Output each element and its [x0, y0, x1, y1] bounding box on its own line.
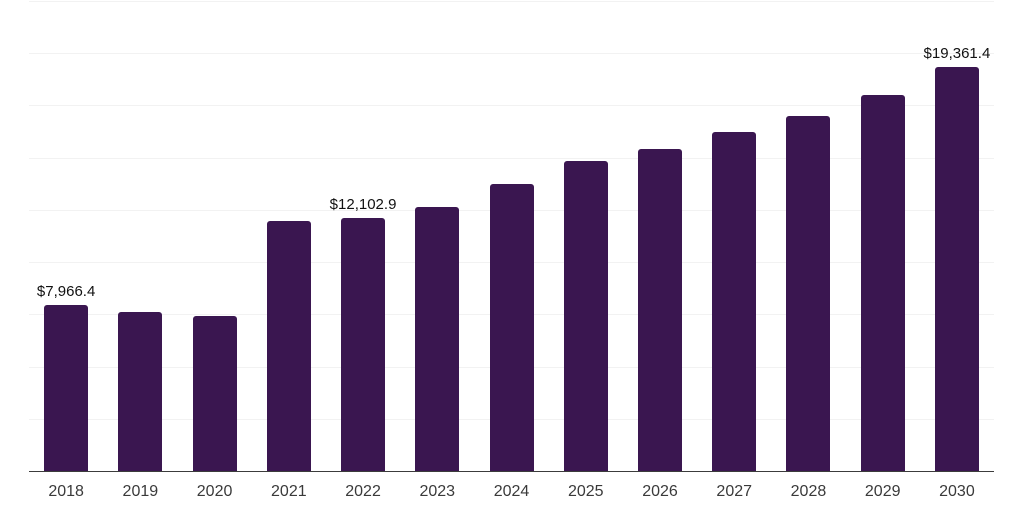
x-tick-label-2021: 2021 [271, 483, 307, 500]
x-tick-label-2029: 2029 [864, 483, 901, 500]
bar-2018 [44, 304, 89, 471]
x-tick-label-2026: 2026 [642, 483, 678, 500]
x-tick-label-2025: 2025 [567, 483, 604, 500]
gridline-17500 [29, 105, 994, 107]
data-label-2018: $7,966.4 [36, 282, 96, 300]
bar-2030 [934, 66, 979, 471]
bar-slot-2023 [400, 1, 474, 471]
x-tick-label-2024: 2024 [493, 483, 530, 500]
x-tick-label-2028: 2028 [790, 483, 827, 500]
bar-2027 [712, 131, 757, 471]
bar-2025 [563, 160, 608, 471]
bar-2023 [415, 206, 460, 471]
bar-slot-2025 [549, 1, 623, 471]
bar-2021 [266, 220, 311, 471]
x-tick-label-2030: 2030 [939, 483, 975, 500]
x-tick-label-2022: 2022 [345, 483, 381, 500]
bar-2024 [489, 184, 534, 471]
bar-slot-2022: $12,102.9 [326, 1, 400, 471]
x-axis-labels: 2018 2019 2020 2021 2022 2023 2024 2025 2026 2027… [29, 482, 994, 502]
bar-slot-2018: $7,966.4 [29, 1, 103, 471]
bar-2022 [341, 218, 386, 471]
bar-slot-2027 [697, 1, 771, 471]
bar-2029 [860, 95, 905, 471]
bar-slot-2019 [103, 1, 177, 471]
bar-slot-2021 [252, 1, 326, 471]
x-tick-label-2018: 2018 [48, 483, 84, 500]
data-label-2022: $12,102.9 [329, 196, 397, 214]
bar-slot-2020 [177, 1, 251, 471]
bar-2020 [192, 316, 237, 471]
bars-container: $7,966.4 $12,102.9 $19,361.4 [29, 1, 994, 471]
bar-slot-2026 [623, 1, 697, 471]
bar-slot-2028 [771, 1, 845, 471]
bar-2019 [118, 312, 163, 471]
bar-2026 [637, 149, 682, 471]
plot-area: $7,966.4 $12,102.9 $19,361.4 [29, 1, 994, 472]
gridline-15000 [29, 157, 994, 159]
bar-2028 [786, 115, 831, 471]
bar-slot-2030: $19,361.4 [920, 1, 994, 471]
x-tick-label-2019: 2019 [122, 483, 159, 500]
data-label-2030: $19,361.4 [923, 44, 991, 62]
x-tick-label-2027: 2027 [716, 483, 753, 500]
x-tick-label-2020: 2020 [196, 483, 233, 500]
bar-slot-2029 [846, 1, 920, 471]
gridline-20000 [29, 53, 994, 55]
x-axis-line [29, 471, 994, 472]
x-tick-label-2023: 2023 [419, 483, 456, 500]
bar-slot-2024 [474, 1, 548, 471]
gridline-22500 [29, 1, 994, 2]
